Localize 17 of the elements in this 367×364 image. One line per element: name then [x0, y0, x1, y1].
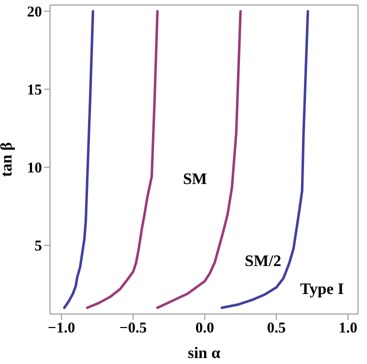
y-tick-label: 10 — [27, 160, 42, 177]
x-tick-label: 0.0 — [195, 320, 214, 337]
annotation: SM — [183, 171, 207, 189]
line-series — [86, 10, 159, 310]
x-tick-label: −0.5 — [119, 320, 147, 337]
x-axis-title: sin α — [188, 345, 220, 362]
annotation: SM/2 — [244, 253, 282, 271]
x-tick-label: 1.0 — [338, 320, 358, 337]
line-series — [63, 10, 94, 310]
y-axis-title: tan β — [0, 142, 16, 177]
y-tick-label: 5 — [34, 238, 42, 255]
y-tick-label: 15 — [27, 82, 42, 99]
x-tick-label: 0.5 — [266, 320, 286, 337]
line-series — [156, 10, 242, 310]
x-tick-label: −1.0 — [48, 320, 76, 337]
annotation: Type I — [300, 281, 344, 299]
y-tick-label: 20 — [27, 4, 42, 21]
